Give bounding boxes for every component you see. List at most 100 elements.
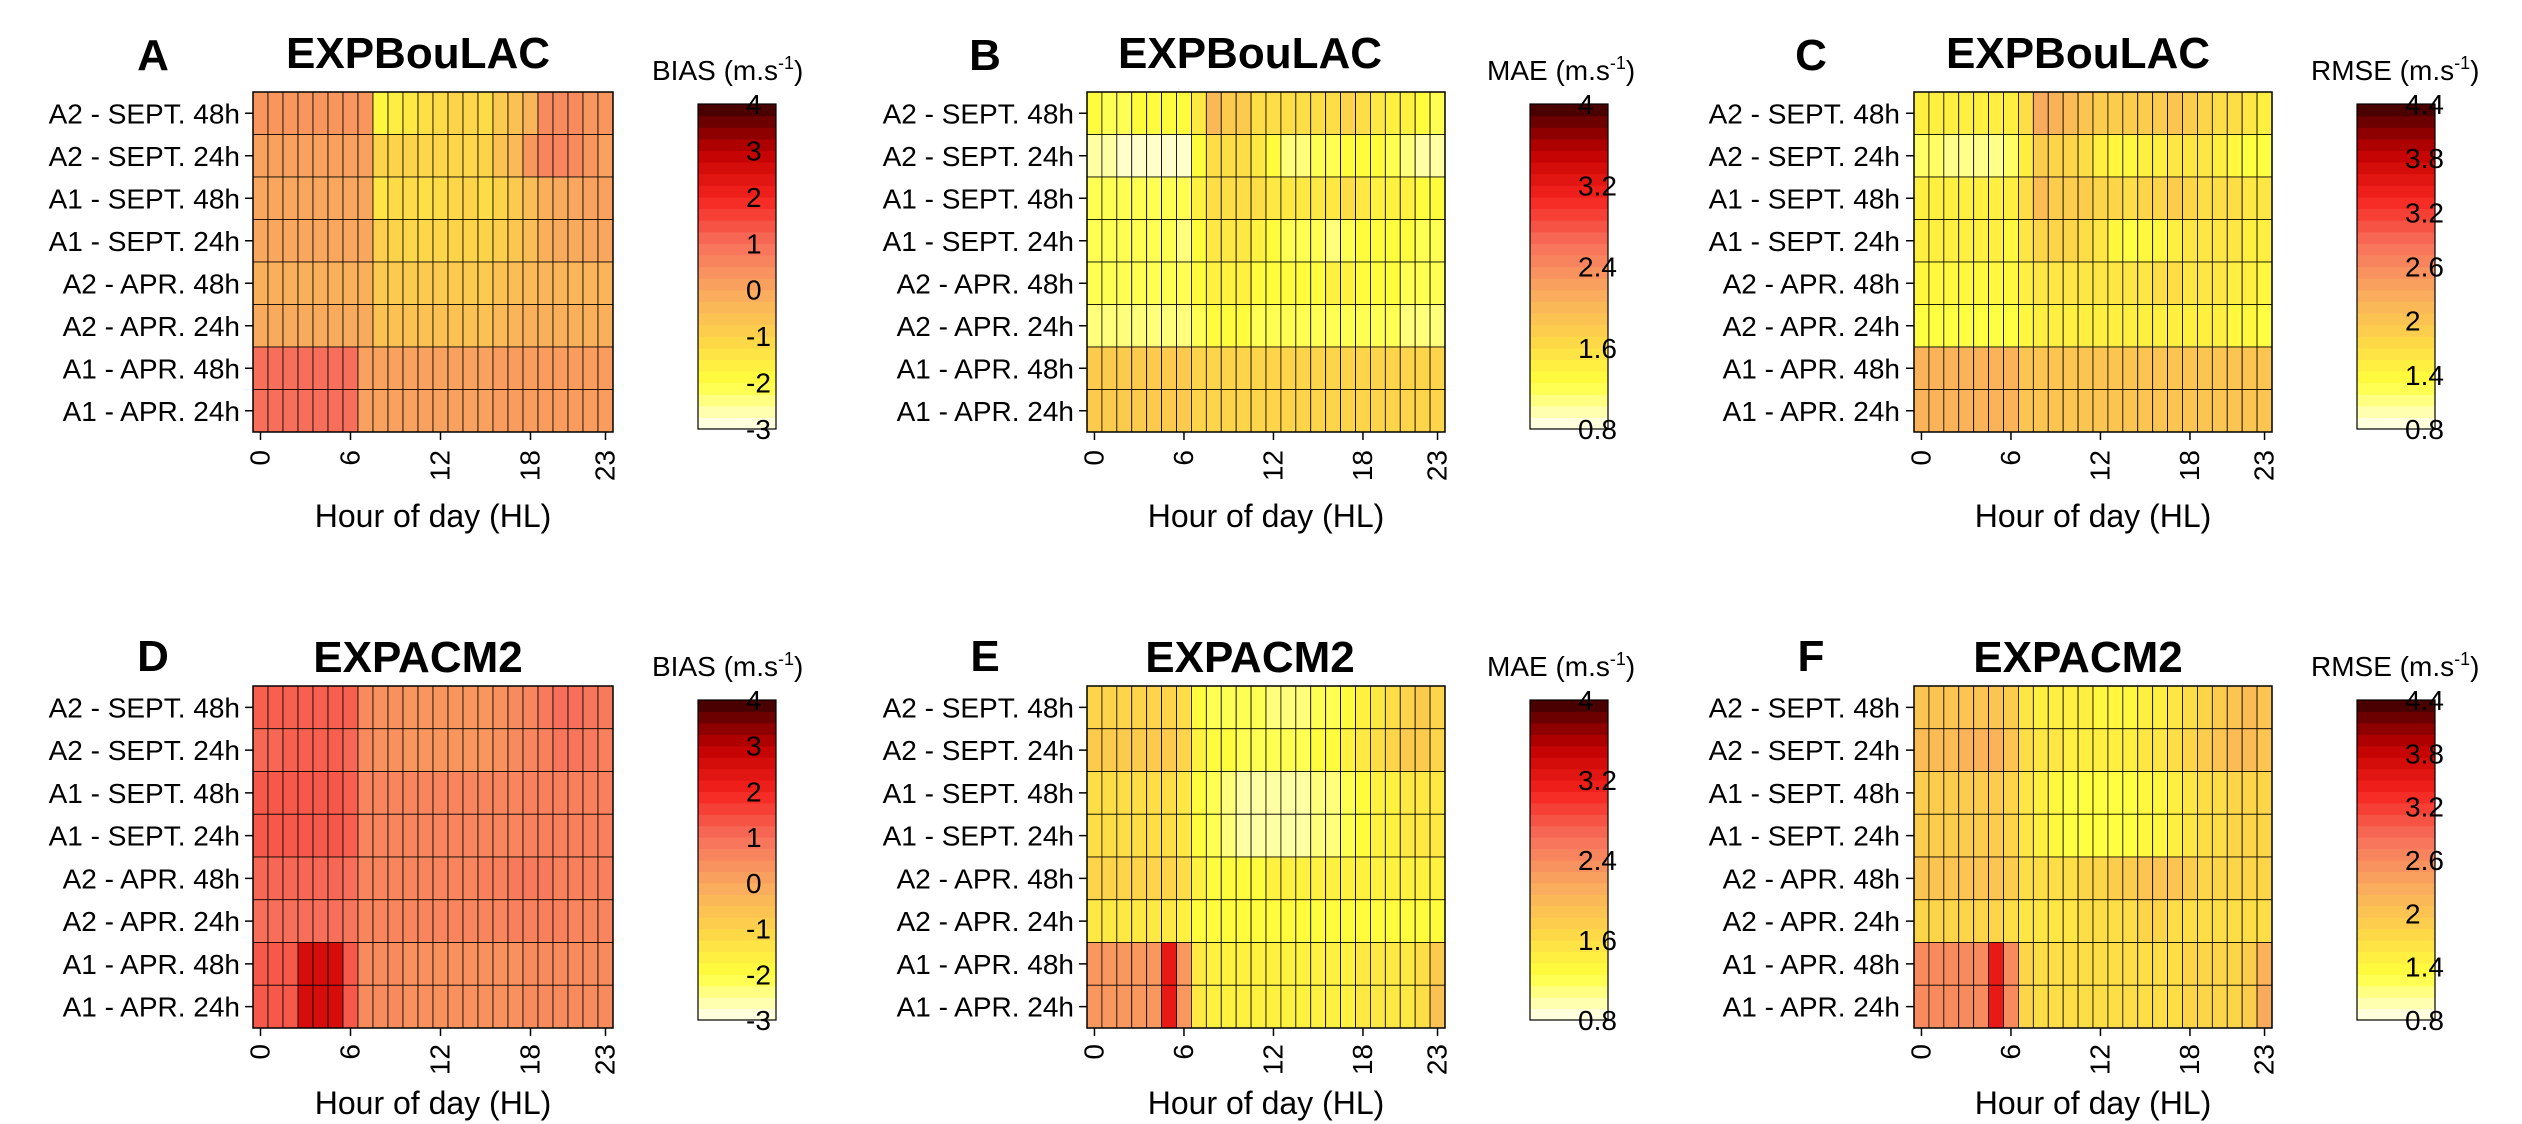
- x-tick-label: 18: [515, 450, 546, 481]
- heatmap-cell: [1958, 813, 1975, 858]
- heatmap-cell: [372, 771, 389, 815]
- heatmap-cell: [522, 346, 539, 390]
- heatmap-cell: [297, 685, 314, 730]
- heatmap-cell: [252, 771, 269, 815]
- heatmap-cell: [1265, 261, 1282, 305]
- heatmap-cell: [1176, 685, 1192, 730]
- heatmap-cell: [327, 346, 344, 390]
- heatmap-cell: [462, 856, 479, 901]
- panel-letter: A: [137, 31, 169, 80]
- heatmap-cell: [492, 134, 509, 178]
- heatmap-cell: [1116, 984, 1133, 1029]
- row-label: A2 - APR. 48h: [897, 268, 1074, 299]
- heatmap-cell: [267, 91, 284, 135]
- heatmap-cell: [1161, 91, 1177, 135]
- heatmap-cell: [522, 942, 539, 986]
- colorbar-tick-label: 1.4: [2405, 952, 2444, 983]
- heatmap-cell: [2003, 813, 2019, 858]
- colorbar-segment: [2357, 780, 2435, 793]
- colorbar-segment: [2357, 359, 2435, 372]
- heatmap-cell: [537, 219, 554, 263]
- heatmap-cell: [1250, 984, 1267, 1029]
- x-tick-label: 0: [1905, 450, 1936, 466]
- heatmap-cell: [1205, 91, 1222, 135]
- colorbar-segment: [2357, 104, 2435, 117]
- heatmap-cell: [1176, 134, 1192, 178]
- heatmap-cell: [1176, 771, 1192, 815]
- heatmap-cell: [1414, 219, 1431, 263]
- heatmap-cell: [567, 219, 584, 263]
- colorbar-segment: [1530, 196, 1608, 210]
- heatmap-cell: [462, 899, 479, 943]
- heatmap-cell: [447, 984, 464, 1029]
- heatmap-cell: [1370, 304, 1386, 348]
- heatmap-cell: [1220, 91, 1237, 135]
- heatmap-cell: [342, 685, 359, 730]
- heatmap-cell: [1988, 91, 2004, 135]
- heatmap-cell: [1161, 219, 1177, 263]
- heatmap-cell: [312, 219, 329, 263]
- heatmap-cell: [1355, 389, 1371, 433]
- heatmap-cell: [432, 219, 449, 263]
- colorbar-label: RMSE (m.s-1): [2311, 649, 2479, 682]
- colorbar-segment: [698, 997, 776, 1010]
- heatmap-cell: [447, 899, 464, 943]
- colorbar-segment: [698, 150, 776, 163]
- heatmap-cell: [567, 856, 584, 901]
- heatmap-cell: [2092, 685, 2109, 730]
- heatmap-cell: [1161, 728, 1177, 772]
- heatmap-cell: [1325, 942, 1341, 986]
- heatmap-cell: [267, 346, 284, 390]
- heatmap-cell: [492, 91, 509, 135]
- heatmap-cell: [2226, 91, 2243, 135]
- heatmap-cell: [1146, 813, 1162, 858]
- heatmap-cell: [2182, 685, 2198, 730]
- heatmap-cell: [1370, 856, 1386, 901]
- heatmap-cell: [342, 91, 359, 135]
- heatmap-cell: [2018, 899, 2034, 943]
- heatmap-cell: [432, 771, 449, 815]
- heatmap-cell: [2077, 899, 2094, 943]
- heatmap-cell: [1325, 134, 1341, 178]
- heatmap-cell: [2122, 346, 2139, 390]
- heatmap-cell: [1250, 176, 1267, 220]
- heatmap-cell: [1913, 984, 1930, 1029]
- heatmap-cell: [1295, 389, 1312, 433]
- colorbar-segment: [698, 208, 776, 221]
- heatmap-cell: [2182, 899, 2198, 943]
- heatmap-cell: [357, 813, 374, 858]
- heatmap-cell: [267, 261, 284, 305]
- colorbar-segment: [2357, 871, 2435, 884]
- heatmap-cell: [417, 771, 434, 815]
- heatmap-cell: [2167, 899, 2183, 943]
- heatmap-cell: [387, 685, 404, 730]
- heatmap-cell: [492, 389, 509, 433]
- colorbar-segment: [1530, 254, 1608, 268]
- colorbar-segment: [2357, 997, 2435, 1010]
- heatmap-cell: [312, 134, 329, 178]
- heatmap-cell: [2092, 91, 2109, 135]
- heatmap-cell: [312, 261, 329, 305]
- colorbar-tick-label: 0: [746, 275, 762, 306]
- heatmap-cell: [567, 304, 584, 348]
- row-label: A1 - SEPT. 24h: [1709, 226, 1900, 257]
- heatmap-cell: [2167, 219, 2183, 263]
- heatmap-cell: [387, 261, 404, 305]
- heatmap-cell: [2047, 984, 2064, 1029]
- colorbar-segment: [2357, 220, 2435, 233]
- heatmap-cell: [1325, 813, 1341, 858]
- heatmap-cell: [2018, 134, 2034, 178]
- heatmap-cell: [2003, 91, 2019, 135]
- colorbar-segment: [2357, 417, 2435, 430]
- heatmap-cell: [1943, 942, 1960, 986]
- heatmap-cell: [2167, 771, 2183, 815]
- heatmap-cell: [567, 91, 584, 135]
- row-label: A2 - APR. 48h: [1723, 863, 1900, 894]
- heatmap-cell: [2107, 813, 2124, 858]
- x-tick-label: 12: [425, 1044, 456, 1075]
- x-tick-label: 23: [590, 450, 621, 481]
- heatmap-cell: [312, 91, 329, 135]
- heatmap-cell: [1280, 219, 1297, 263]
- heatmap-cell: [417, 856, 434, 901]
- heatmap-cell: [1429, 91, 1446, 135]
